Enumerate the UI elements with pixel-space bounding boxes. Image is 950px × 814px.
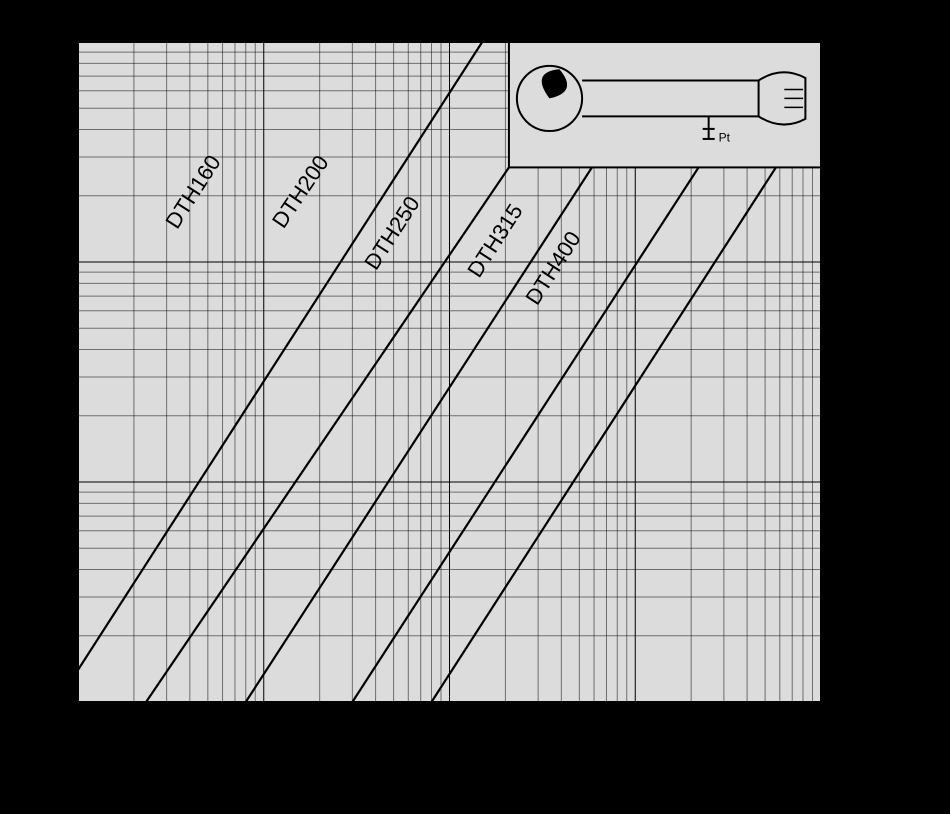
inset-diagram: Pt <box>509 42 821 167</box>
inset-label: Pt <box>719 130 731 144</box>
